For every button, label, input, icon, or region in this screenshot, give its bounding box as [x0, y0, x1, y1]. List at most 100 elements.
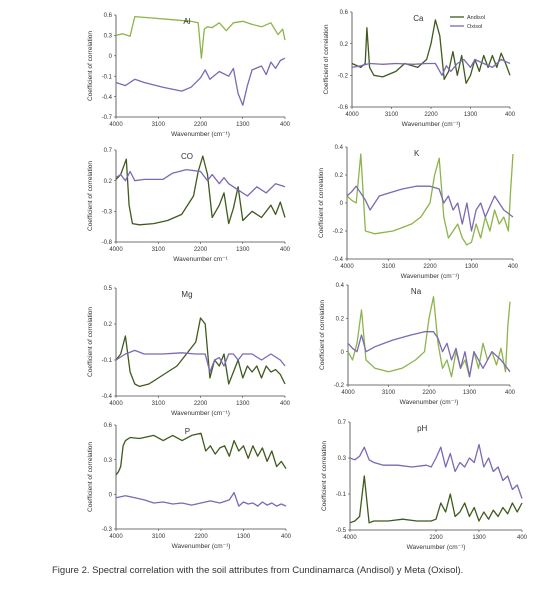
series-line-1 [115, 432, 287, 476]
x-tick-label: 2200 [194, 534, 208, 540]
x-tick-label: 1300 [236, 122, 250, 128]
series-line-1 [349, 475, 523, 524]
series-line-1 [115, 15, 286, 59]
chart-title: P [185, 427, 190, 436]
y-axis-label: Coefficient of correlation [87, 307, 94, 377]
chart-title: CO [181, 152, 193, 161]
x-axis-label: Wavenumber (cm⁻¹) [401, 273, 460, 280]
x-tick-label: 3100 [152, 534, 166, 540]
x-tick-label: 400 [505, 112, 516, 118]
y-tick-label: -0.1 [102, 74, 113, 80]
y-tick-label: -0.4 [102, 95, 113, 101]
y-tick-label: 0.6 [104, 423, 113, 429]
y-tick-label: -0.3 [102, 527, 113, 533]
y-axis-label: Coefficient of correlation [87, 31, 94, 101]
chart-title: Al [183, 17, 190, 26]
chart-title: Mg [181, 290, 192, 299]
chart-title: K [414, 149, 420, 158]
x-tick-label: 4000 [109, 401, 123, 407]
series-line-1 [115, 155, 286, 226]
x-tick-label: 1300 [237, 534, 251, 540]
x-tick-label: 400 [517, 535, 528, 541]
legend-label: Oxisol [467, 24, 482, 30]
x-axis-label: Wavenumber (cm⁻¹) [402, 121, 461, 128]
series-line-1 [346, 153, 514, 246]
x-axis-label: Wavenumber cm⁻¹ [173, 256, 228, 263]
series-line-2 [346, 185, 514, 232]
x-tick-label: 400 [280, 122, 291, 128]
y-tick-label: 0.4 [336, 283, 345, 289]
y-tick-label: 0.7 [338, 420, 347, 426]
y-tick-label: 0.2 [104, 322, 113, 328]
series-line-2 [115, 168, 286, 197]
y-tick-label: -0.3 [102, 210, 113, 216]
series-line-2 [347, 331, 511, 378]
legend-label: Andisol [467, 15, 485, 21]
x-tick-label: 1300 [236, 247, 250, 253]
x-tick-label: 3100 [382, 264, 396, 270]
chart-title: Ca [413, 14, 424, 23]
y-tick-label: -0.1 [102, 358, 113, 364]
y-tick-label: -0.4 [333, 257, 344, 263]
x-tick-label: 2200 [424, 112, 438, 118]
y-tick-label: 0.7 [104, 148, 113, 154]
x-tick-label: 4000 [340, 264, 354, 270]
series-line-1 [347, 296, 511, 378]
x-tick-label: 400 [508, 264, 519, 270]
x-tick-label: 3100 [385, 112, 399, 118]
y-tick-label: 0.6 [340, 10, 349, 16]
y-tick-label: 0 [341, 350, 345, 356]
y-tick-label: 0 [109, 54, 113, 60]
x-tick-label: 1300 [472, 535, 486, 541]
y-tick-label: -0.2 [334, 383, 345, 389]
y-tick-label: 0.2 [340, 42, 349, 48]
x-tick-label: 4000 [343, 535, 357, 541]
y-axis-label: Coefficient of correlation [323, 24, 330, 94]
x-tick-label: 4000 [109, 122, 123, 128]
y-tick-label: 0 [109, 493, 113, 499]
x-tick-label: 2200 [423, 264, 437, 270]
y-tick-label: -0.6 [338, 105, 349, 111]
y-tick-label: -0.5 [336, 528, 347, 534]
y-tick-label: 0.2 [104, 179, 113, 185]
y-tick-label: 0.3 [104, 458, 113, 464]
y-axis-label: Coefficient of correlation [87, 161, 94, 231]
series-line-2 [115, 57, 286, 106]
y-tick-label: 0.6 [104, 13, 113, 19]
y-tick-label: 0.5 [104, 286, 113, 292]
y-tick-label: -0.7 [102, 115, 113, 121]
y-axis-label: Coefficient of correlation [321, 441, 328, 511]
x-tick-label: 4000 [341, 390, 355, 396]
y-tick-label: 0.2 [335, 173, 344, 179]
x-tick-label: 3100 [152, 122, 166, 128]
x-tick-label: 400 [280, 247, 291, 253]
x-tick-label: 3100 [152, 401, 166, 407]
x-tick-label: 4000 [109, 247, 123, 253]
series-line-oxisol [351, 58, 511, 76]
x-tick-label: 4000 [109, 534, 123, 540]
y-tick-label: -0.2 [338, 74, 349, 80]
x-tick-label: 2200 [194, 122, 208, 128]
x-axis-label: Wavenumber (cm⁻¹) [400, 399, 459, 406]
x-axis-label: Wavenumber (cm⁻¹) [171, 131, 230, 138]
y-tick-label: -0.4 [102, 394, 113, 400]
x-axis-label: Wavenumber (cm⁻¹) [171, 410, 230, 417]
x-tick-label: 1300 [465, 264, 479, 270]
y-tick-label: -0.8 [102, 240, 113, 246]
x-tick-label: 400 [505, 390, 516, 396]
y-axis-label: Coefficient of correlation [318, 168, 325, 238]
y-tick-label: -0.1 [336, 492, 347, 498]
x-tick-label: 2200 [429, 535, 443, 541]
x-tick-label: 2200 [194, 401, 208, 407]
y-axis-label: Coefficient of correlation [87, 442, 94, 512]
x-tick-label: 4000 [345, 112, 359, 118]
series-line-andisol [351, 19, 511, 84]
x-axis-label: Wavenumber (cm⁻¹) [407, 544, 466, 551]
